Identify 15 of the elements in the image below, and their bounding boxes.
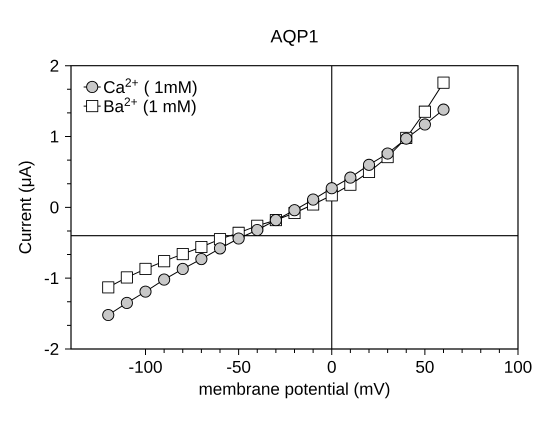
x-tick-label: -50: [227, 360, 250, 373]
x-tick-label: 100: [505, 360, 532, 373]
y-tick-label: 1: [50, 130, 58, 142]
y-axis-title: Current (μA): [18, 161, 34, 254]
y-tick-label: 2: [50, 60, 58, 72]
x-axis-title: membrane potential (mV): [200, 382, 390, 398]
legend-label: Ba$^{2+}$ (1 mM): [104, 98, 196, 116]
x-tick-label: -100: [129, 360, 162, 373]
y-tick-label: -2: [44, 343, 58, 355]
x-tick-label: 0: [328, 360, 336, 373]
y-tick-label: 0: [50, 201, 58, 214]
x-tick-label: 50: [416, 360, 434, 373]
y-tick-label: -1: [44, 272, 58, 284]
legend-label: Ca$^{2+}$ ( 1mM): [104, 78, 196, 96]
chart-title: AQP1: [270, 30, 318, 46]
